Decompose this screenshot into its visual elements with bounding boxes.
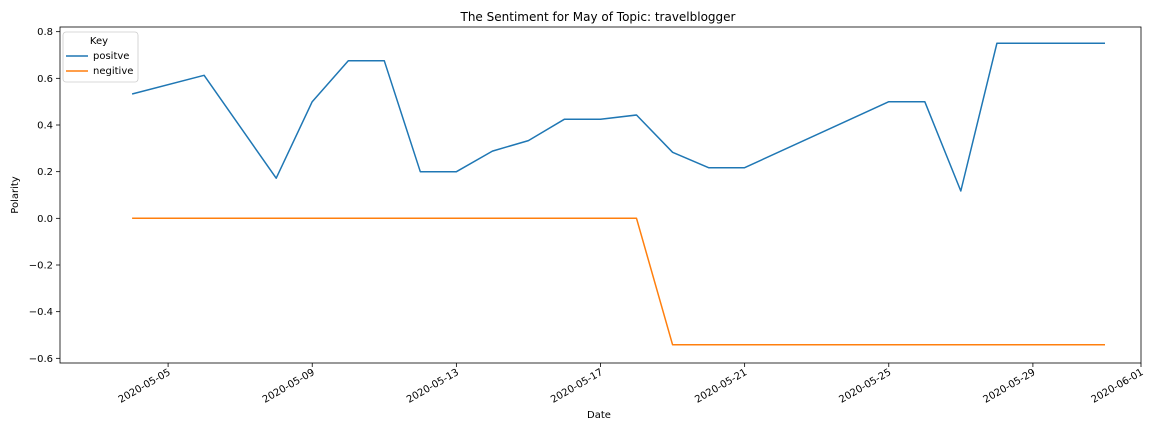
legend-box [62, 31, 139, 83]
series-layer [131, 42, 1105, 346]
series-line-negitive [132, 217, 1105, 346]
legend-label-positve: positve [93, 51, 129, 62]
x-tick-label: 2020-05-13 [405, 367, 461, 406]
y-tick-label: −0.6 [29, 354, 53, 365]
x-tick-label: 2020-05-05 [117, 367, 173, 406]
x-axis: 2020-05-05 2020-05-09 2020-05-13 2020-05-17… [117, 363, 1146, 406]
plot-area [59, 26, 1142, 364]
x-axis-title: Date [587, 410, 611, 421]
x-tick-label: 2020-06-01 [1090, 367, 1146, 406]
y-axis: 0.8 0.6 0.4 0.2 0.0 −0.2 −0.4 −0.6 [29, 27, 60, 365]
y-tick-label: −0.4 [29, 307, 53, 318]
x-tick-label: 2020-05-25 [837, 367, 893, 406]
y-tick-label: 0.8 [37, 27, 53, 38]
legend: Key positve negitive [62, 31, 139, 83]
y-tick-label: −0.2 [29, 261, 53, 272]
x-tick-label: 2020-05-21 [693, 367, 749, 406]
x-tick-label: 2020-05-29 [982, 367, 1038, 406]
x-tick-label: 2020-05-09 [261, 367, 317, 406]
legend-label-negitive: negitive [93, 66, 133, 77]
y-tick-label: 0.2 [37, 167, 53, 178]
x-tick-label: 2020-05-17 [549, 367, 605, 406]
chart-title: The Sentiment for May of Topic: travelbl… [460, 10, 736, 24]
y-tick-label: 0.4 [37, 121, 53, 132]
y-tick-label: 0.6 [37, 74, 53, 85]
y-tick-label: 0.0 [37, 214, 53, 225]
y-axis-title: Polarity [10, 176, 21, 214]
series-line-positve [131, 42, 1105, 192]
legend-title: Key [90, 36, 108, 47]
